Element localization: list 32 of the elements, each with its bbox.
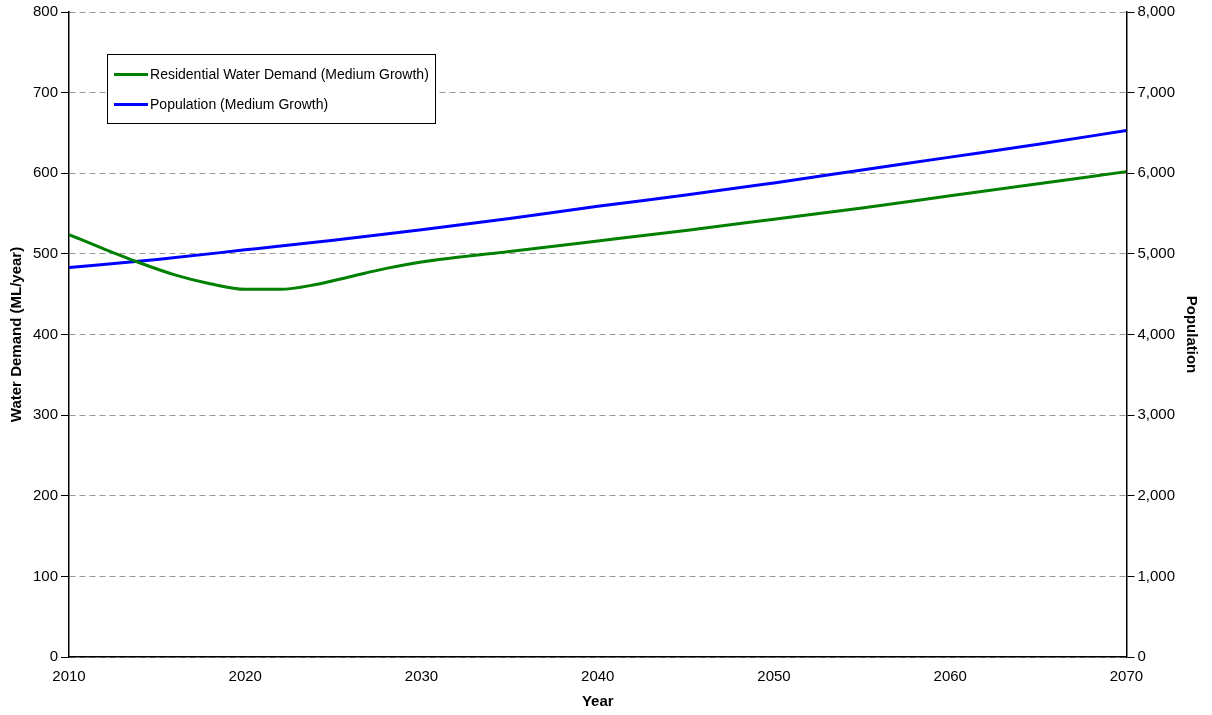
x-tick-label: 2010 bbox=[52, 667, 86, 685]
y2-tick-label: 1,000 bbox=[1137, 566, 1176, 584]
y-tick-label: 600 bbox=[33, 163, 59, 181]
y-tick-label: 200 bbox=[33, 485, 59, 503]
y-tick-label: 300 bbox=[33, 405, 59, 423]
y2-axis-title: Population bbox=[1183, 295, 1201, 374]
y2-tick-label: 7,000 bbox=[1137, 82, 1176, 100]
y2-tick-label: 6,000 bbox=[1137, 163, 1176, 181]
legend-label: Residential Water Demand (Medium Growth) bbox=[150, 66, 429, 82]
y2-tick-label: 0 bbox=[1137, 647, 1146, 665]
y-axis-title: Water Demand (ML/year) bbox=[7, 246, 25, 423]
y2-tick-label: 2,000 bbox=[1137, 485, 1176, 503]
x-tick-label: 2030 bbox=[404, 667, 439, 685]
x-tick-label: 2070 bbox=[1109, 667, 1144, 685]
legend-label: Population (Medium Growth) bbox=[150, 96, 329, 112]
y-tick-label: 100 bbox=[33, 566, 59, 584]
y-tick-label: 800 bbox=[33, 2, 59, 20]
x-axis-title: Year bbox=[581, 692, 614, 710]
x-tick-label: 2040 bbox=[581, 667, 615, 685]
y-tick-label: 700 bbox=[33, 82, 59, 100]
x-tick-label: 2020 bbox=[228, 667, 262, 685]
y-tick-label: 0 bbox=[49, 647, 59, 665]
x-tick-label: 2060 bbox=[933, 667, 967, 685]
line-series bbox=[69, 170, 1127, 291]
y2-tick-label: 4,000 bbox=[1137, 324, 1176, 342]
y2-tick-label: 3,000 bbox=[1137, 405, 1176, 423]
x-tick-label: 2050 bbox=[757, 667, 791, 685]
y2-tick-label: 5,000 bbox=[1137, 244, 1176, 262]
y-tick-label: 400 bbox=[33, 324, 59, 342]
y2-tick-label: 8,000 bbox=[1137, 2, 1176, 20]
line-series bbox=[69, 129, 1127, 270]
y-tick-label: 500 bbox=[33, 244, 59, 262]
